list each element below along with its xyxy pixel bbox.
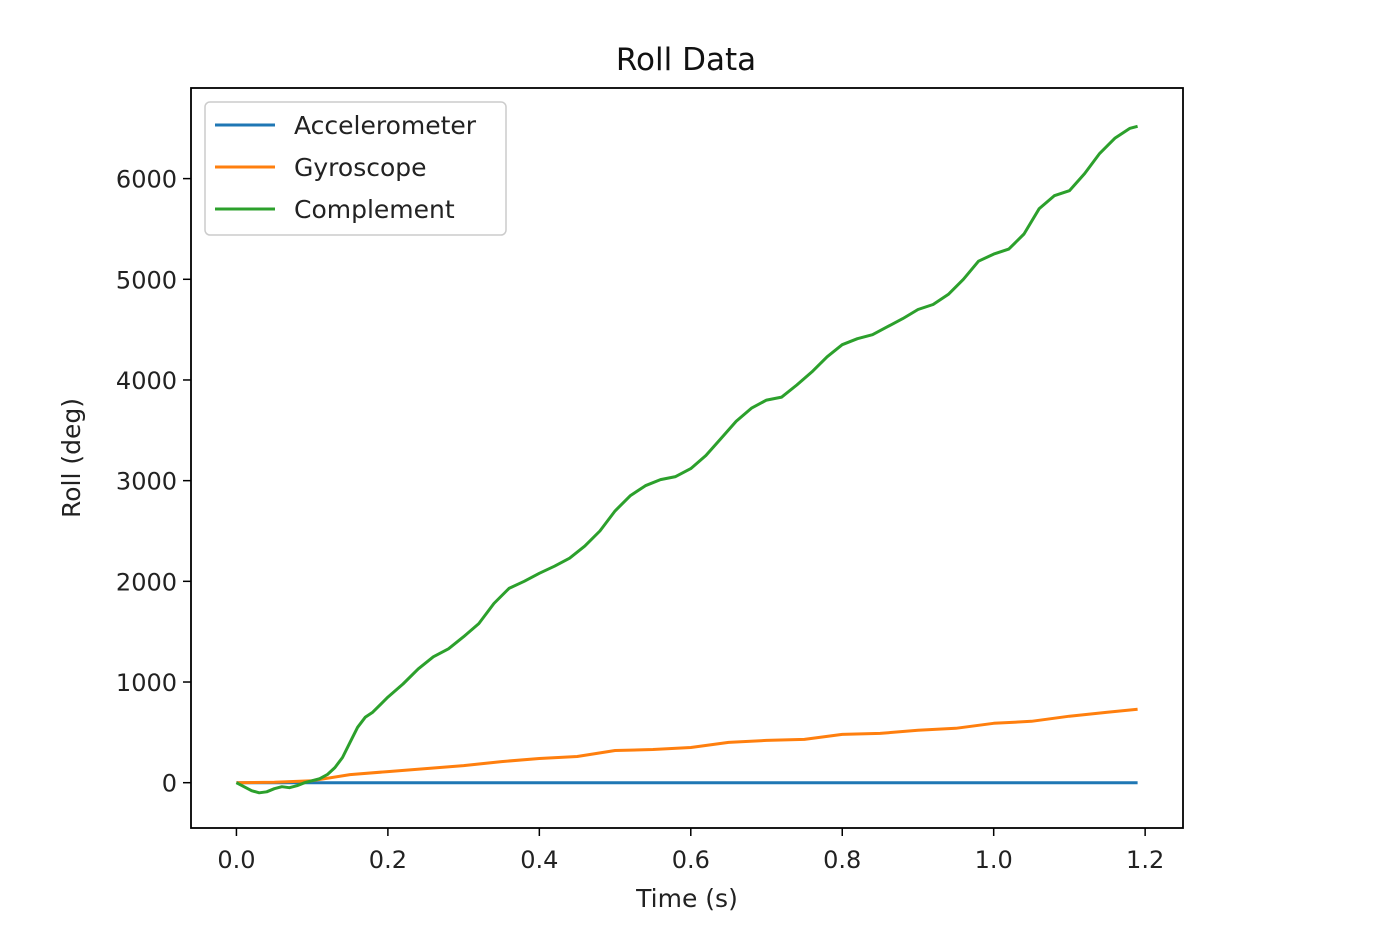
y-tick-label: 3000 (116, 468, 177, 496)
x-tick-label: 0.8 (823, 846, 861, 874)
x-tick-label: 0.4 (520, 846, 558, 874)
y-axis-label: Roll (deg) (57, 398, 86, 518)
plot-frame (190, 87, 1184, 829)
x-tick-label: 0.2 (369, 846, 407, 874)
x-tick-label: 0.6 (672, 846, 710, 874)
x-axis-label: Time (s) (635, 884, 738, 913)
y-tick-label: 5000 (116, 266, 177, 294)
x-tick-label: 0.0 (217, 846, 255, 874)
chart-title: Roll Data (616, 42, 756, 78)
x-tick-label: 1.2 (1126, 846, 1164, 874)
legend: Accelerometer Gyroscope Complement (204, 101, 507, 236)
series-layer (235, 124, 1138, 795)
legend-label: Gyroscope (294, 153, 427, 182)
y-tick-label: 2000 (116, 568, 177, 596)
y-tick-label: 0 (162, 770, 177, 798)
series-line-gyroscope (236, 707, 1138, 785)
x-axis: 0.0 0.2 0.4 0.6 0.8 1.0 1.2 (217, 828, 1164, 874)
y-tick-label: 1000 (116, 669, 177, 697)
legend-box (204, 101, 507, 236)
y-tick-label: 4000 (116, 367, 177, 395)
legend-label: Accelerometer (294, 111, 477, 140)
series-line-complement (235, 124, 1138, 795)
x-tick-label: 1.0 (975, 846, 1013, 874)
legend-label: Complement (294, 195, 455, 224)
y-axis: 0 1000 2000 3000 4000 5000 6000 (116, 166, 191, 798)
y-tick-label: 6000 (116, 166, 177, 194)
